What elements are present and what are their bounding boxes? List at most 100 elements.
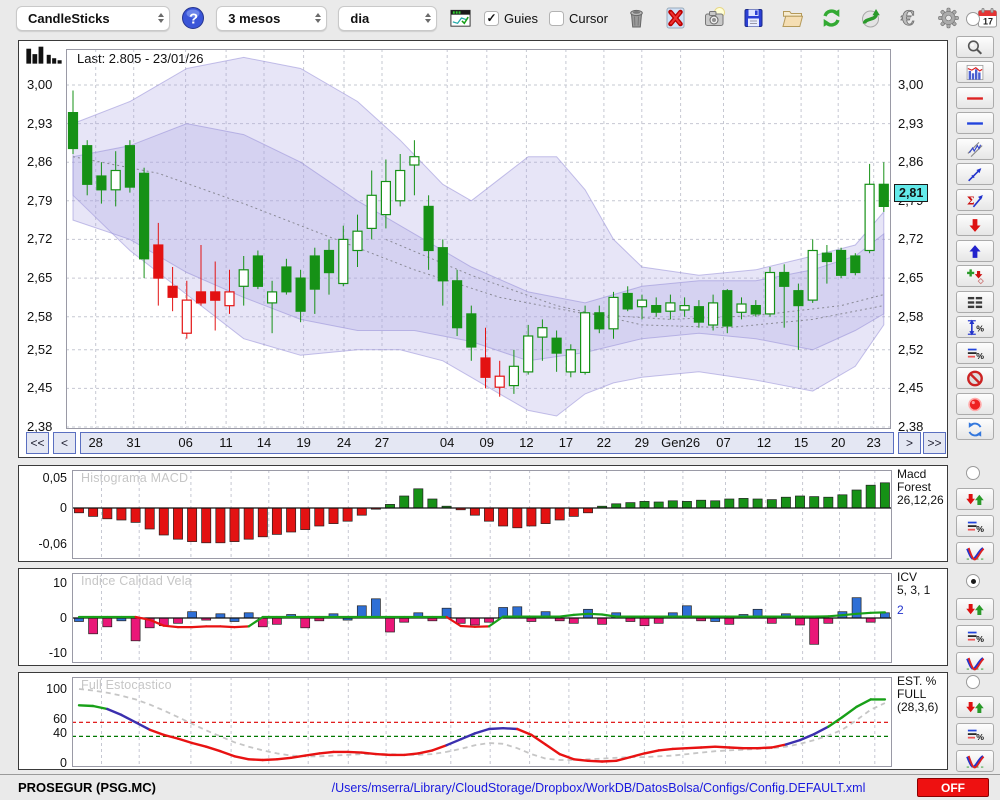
icv-lines-percent-button[interactable]: % (956, 625, 994, 647)
settings-button[interactable] (935, 5, 961, 31)
chart-type-select[interactable]: CandleSticks (16, 5, 171, 31)
date-tick-label: 09 (479, 435, 494, 450)
symbol-label: PROSEGUR (PSG.MC) (18, 780, 156, 795)
channel-tool-button[interactable] (956, 138, 994, 160)
svg-text:%: % (976, 634, 984, 644)
toolbar-action-icons: €17 (623, 5, 1000, 31)
camera-icon (704, 7, 725, 26)
axis-tick-label: 0 (60, 611, 67, 625)
main-chart-panel: Last: 2.805 - 23/01/26 3,00 2,93 2,86 2,79 2… (18, 40, 948, 458)
macd-lines-percent-button[interactable]: % (956, 515, 994, 537)
icv-curves-button[interactable] (956, 652, 994, 674)
price-tick-label: 2,38 (898, 418, 924, 434)
stochastic-side-label: EST. % FULL (28,3,6) (897, 674, 939, 714)
zoom-tool-button[interactable] (956, 36, 994, 58)
price-tick-label: 3,00 (27, 77, 53, 92)
sigma-trend-icon: Σ (967, 194, 983, 207)
hist-chart-icon (966, 64, 984, 80)
record-button[interactable] (956, 393, 994, 415)
date-tick-label: 12 (519, 435, 534, 450)
price-tick-label: 2,65 (898, 270, 924, 286)
date-tick-label: 17 (558, 435, 574, 450)
red-hline-icon (967, 96, 983, 100)
date-axis-strip[interactable] (80, 432, 894, 454)
nav-next-button[interactable]: > (898, 432, 921, 454)
macd-select-radio[interactable] (966, 466, 980, 480)
mini-chart-button[interactable] (448, 5, 473, 31)
date-tick-label: 14 (256, 435, 272, 450)
price-tick-label: 2,72 (898, 231, 924, 247)
help-button[interactable]: ? (181, 6, 205, 30)
svg-text:%: % (976, 732, 984, 742)
add-markers-button[interactable] (956, 265, 994, 287)
interval-select[interactable]: dia (338, 5, 438, 31)
gear-icon (937, 7, 959, 29)
arrow-down-button[interactable] (956, 214, 994, 236)
blue-line-button[interactable] (956, 112, 994, 134)
cursor-label: Cursor (568, 10, 608, 26)
svg-text:€: € (900, 6, 915, 30)
sync-button[interactable] (956, 418, 994, 440)
candlestick-plot[interactable] (66, 49, 891, 429)
calendar-button[interactable]: 17 (974, 5, 1000, 31)
reload-button[interactable] (857, 5, 883, 31)
lines-percent-button[interactable]: % (956, 342, 994, 364)
chevron-updown-icon (158, 13, 165, 23)
stoch-select-radio[interactable] (966, 675, 980, 689)
checkbox-icon (484, 10, 500, 26)
trend-line-button[interactable] (956, 163, 994, 185)
icv-select-radio[interactable] (966, 574, 980, 588)
stochastic-panel: Full Estocastico EST. % FULL (28,3,6) 10… (18, 672, 948, 770)
cursor-checkbox[interactable]: Cursor (548, 10, 608, 26)
refresh-button[interactable] (818, 5, 844, 31)
macd-curves-button[interactable] (956, 542, 994, 564)
price-tick-label: 2,52 (27, 341, 53, 357)
price-tick-label: 2,58 (27, 308, 53, 324)
arrows-rg-icon (966, 701, 984, 713)
stoch-curves-button[interactable] (956, 750, 994, 772)
nav-first-button[interactable]: << (26, 432, 49, 454)
price-tick-label: 2,38 (27, 418, 53, 434)
chart-type-value: CandleSticks (28, 10, 110, 26)
icv-plot[interactable] (72, 573, 892, 663)
levels-icon (967, 296, 983, 308)
histogram-mode-icon[interactable] (26, 46, 62, 65)
snapshot-button[interactable] (701, 5, 727, 31)
price-tick-label: 2,58 (898, 308, 924, 324)
macd-title: Histograma MACD (81, 471, 189, 485)
icv-signals-button[interactable] (956, 598, 994, 620)
sum-trend-button[interactable]: Σ (956, 189, 994, 211)
volume-chart-button[interactable] (956, 61, 994, 83)
v-percent-icon: % (967, 319, 984, 335)
levels-button[interactable] (956, 291, 994, 313)
tool-sidebar: Σ%%%%% (952, 0, 1000, 800)
axis-tick-label: 10 (53, 576, 67, 590)
date-tick-label: 11 (219, 435, 233, 450)
date-tick-label: 23 (866, 435, 881, 450)
nav-last-button[interactable]: >> (923, 432, 946, 454)
stoch-signals-button[interactable] (956, 696, 994, 718)
trash-button[interactable] (623, 5, 649, 31)
stochastic-plot[interactable] (72, 677, 892, 767)
disable-button[interactable] (956, 367, 994, 389)
forbidden-icon (967, 370, 983, 386)
guies-checkbox[interactable]: Guies (484, 10, 538, 26)
open-folder-button[interactable] (779, 5, 805, 31)
last-price-label: Last: 2.805 - 23/01/26 (77, 51, 204, 66)
arrow-up-button[interactable] (956, 240, 994, 262)
macd-signals-button[interactable] (956, 488, 994, 510)
trash-icon (629, 9, 643, 28)
chart-link-radio[interactable] (966, 12, 980, 26)
measure-percent-button[interactable]: % (956, 316, 994, 338)
date-tick-label: 22 (596, 435, 612, 450)
currency-euro-button[interactable]: € (896, 5, 922, 31)
delete-button[interactable] (662, 5, 688, 31)
red-line-button[interactable] (956, 87, 994, 109)
nav-prev-button[interactable]: < (53, 432, 76, 454)
period-select[interactable]: 3 mesos (216, 5, 328, 31)
save-button[interactable] (740, 5, 766, 31)
macd-plot[interactable] (72, 470, 892, 559)
date-tick-label: 31 (126, 435, 141, 450)
off-toggle-button[interactable]: OFF (917, 778, 989, 797)
stoch-lines-percent-button[interactable]: % (956, 723, 994, 745)
